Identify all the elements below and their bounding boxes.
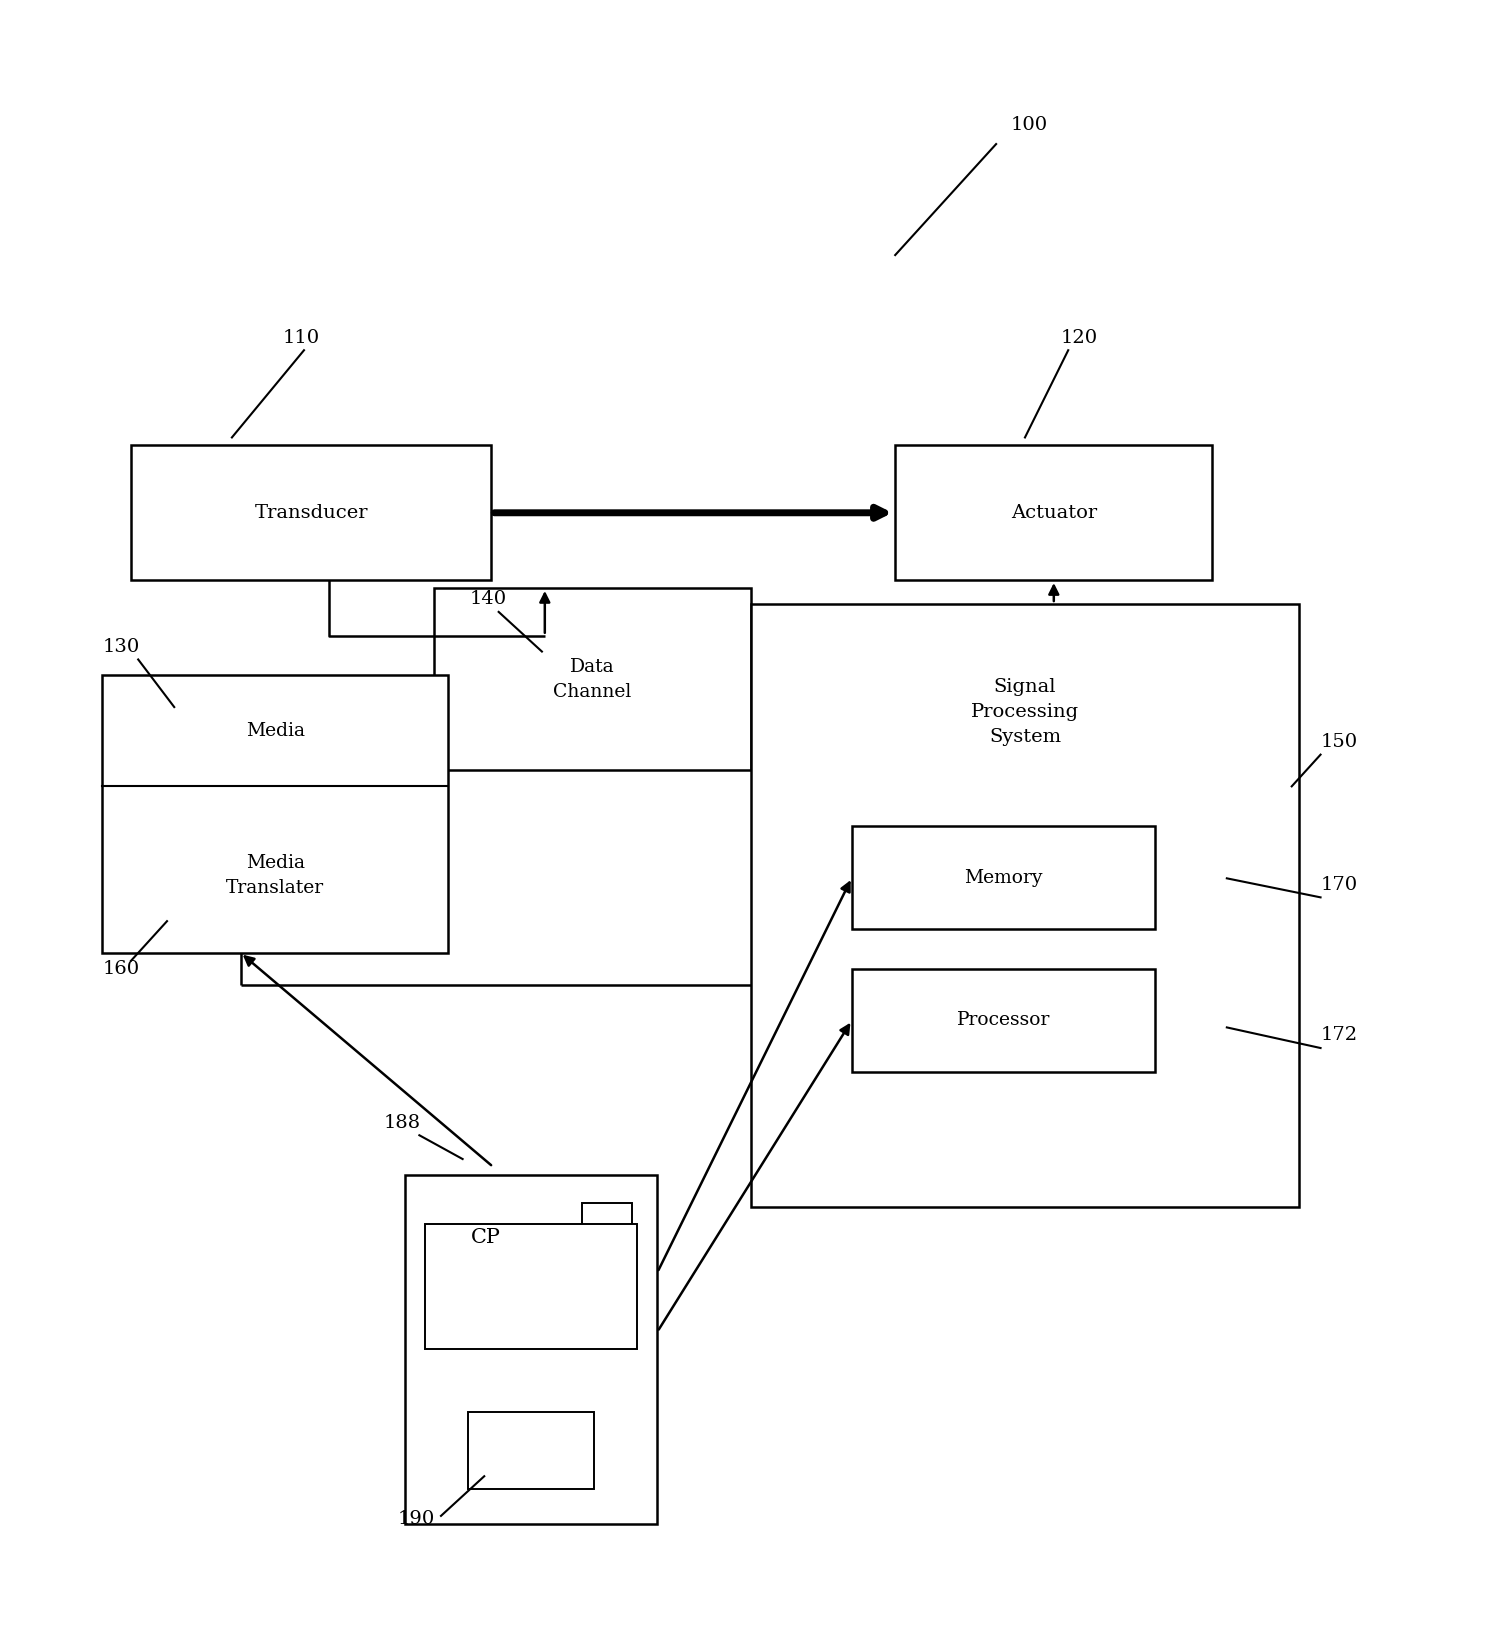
Bar — [895, 446, 1212, 580]
Text: CP: CP — [470, 1227, 500, 1247]
Text: Media: Media — [246, 722, 305, 740]
Text: 100: 100 — [1011, 116, 1048, 134]
Bar — [852, 968, 1155, 1072]
Text: Data
Channel: Data Channel — [553, 657, 631, 700]
Text: Transducer: Transducer — [254, 504, 368, 522]
Text: Media
Translater: Media Translater — [227, 854, 324, 897]
Bar — [425, 1224, 637, 1350]
Text: 190: 190 — [398, 1510, 436, 1528]
Bar — [131, 446, 491, 580]
Text: 188: 188 — [383, 1113, 421, 1132]
Bar — [852, 826, 1155, 928]
Text: 150: 150 — [1320, 733, 1358, 752]
Text: 130: 130 — [102, 638, 140, 656]
Bar — [581, 1203, 632, 1244]
Text: 170: 170 — [1320, 876, 1358, 894]
Bar — [406, 1175, 658, 1523]
Text: 140: 140 — [470, 590, 508, 608]
Text: Signal
Processing
System: Signal Processing System — [970, 679, 1078, 747]
Text: 120: 120 — [1060, 329, 1098, 347]
Text: Memory: Memory — [964, 869, 1042, 887]
Text: Processor: Processor — [957, 1011, 1050, 1029]
Bar — [102, 676, 448, 953]
Bar — [434, 588, 751, 770]
Bar — [469, 1412, 595, 1488]
Text: Actuator: Actuator — [1011, 504, 1096, 522]
Text: 172: 172 — [1320, 1026, 1358, 1044]
Text: 110: 110 — [282, 329, 320, 347]
Bar — [751, 605, 1299, 1206]
Text: 160: 160 — [102, 960, 140, 978]
